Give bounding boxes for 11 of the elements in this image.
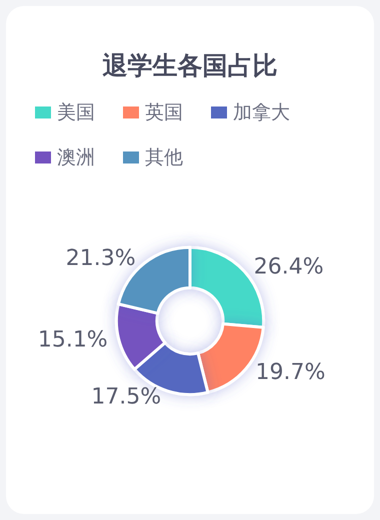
data-label: 26.4%: [254, 254, 324, 280]
data-label: 15.1%: [38, 328, 108, 353]
legend-label: 英国: [145, 102, 183, 124]
chart-title: 退学生各国占比: [102, 51, 278, 80]
legend-label: 加拿大: [233, 102, 290, 124]
legend-label: 其他: [145, 146, 183, 168]
legend-label: 澳洲: [57, 146, 95, 168]
data-label: 17.5%: [91, 384, 162, 410]
data-label: 21.3%: [66, 246, 136, 272]
data-label: 19.7%: [256, 360, 326, 386]
legend-label: 美国: [57, 102, 95, 124]
